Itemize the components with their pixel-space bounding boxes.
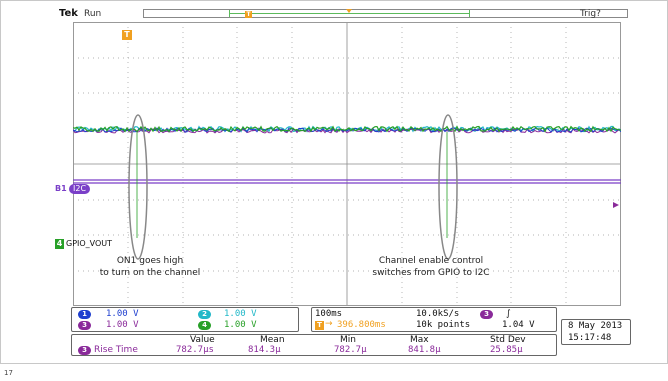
date-display: 8 May 2013 bbox=[568, 321, 623, 331]
datetime-panel: 8 May 2013 15:17:48 bbox=[561, 319, 631, 345]
graticule-axes bbox=[73, 22, 621, 306]
time-display: 15:17:48 bbox=[568, 333, 612, 343]
measurement-panel: Value Mean Min Max Std Dev 3 Rise Time 7… bbox=[71, 334, 557, 356]
trigger-level[interactable]: 1.04 V bbox=[502, 320, 535, 330]
record-length[interactable]: 10k points bbox=[416, 320, 471, 330]
graticule-border bbox=[73, 22, 621, 306]
bus-id-label: B1 bbox=[55, 184, 67, 193]
annotation-right-line1: Channel enable control bbox=[378, 256, 484, 266]
page-border-left bbox=[0, 0, 1, 364]
trigger-level-marker[interactable] bbox=[613, 202, 619, 208]
ch4-waveform bbox=[73, 125, 621, 133]
trigger-source-badge[interactable]: 3 bbox=[480, 310, 493, 319]
annotation-left: ON1 goes high to turn on the channel bbox=[80, 255, 220, 279]
page-border-top bbox=[0, 0, 668, 1]
timebase-panel: 100ms 10.0kS/s 3 ∫ T → 396.800ms 10k poi… bbox=[311, 307, 557, 332]
meas-min: 782.7µ bbox=[334, 345, 367, 355]
meas-value: 782.7µs bbox=[176, 345, 214, 355]
record-trigger-marker: T bbox=[245, 11, 252, 18]
meas-header-value: Value bbox=[190, 335, 215, 345]
waveform-display[interactable] bbox=[73, 22, 621, 306]
annotation-left-line1: ON1 goes high bbox=[116, 256, 184, 266]
meas-stddev: 25.85µ bbox=[490, 345, 523, 355]
horizontal-position[interactable]: 396.800ms bbox=[337, 320, 386, 330]
meas-header-min: Min bbox=[340, 335, 356, 345]
trigger-position-marker-label: T bbox=[124, 30, 130, 39]
ch4-marker-badge: 4 bbox=[55, 239, 64, 249]
ch2-badge[interactable]: 2 bbox=[198, 310, 211, 319]
ch4-signal-name: GPIO_VOUT bbox=[66, 239, 113, 248]
status-bar: Tek Run Trig? bbox=[55, 8, 631, 19]
meas-source-badge[interactable]: 3 bbox=[78, 346, 91, 355]
ch1-badge[interactable]: 1 bbox=[78, 310, 91, 319]
ch1-scale[interactable]: 1.00 V bbox=[106, 309, 139, 319]
annotation-right: Channel enable control switches from GPI… bbox=[356, 255, 506, 279]
trigger-status: Trig? bbox=[580, 9, 601, 19]
record-view-box bbox=[143, 9, 628, 18]
bus-protocol-label: I2C bbox=[69, 184, 91, 194]
highlight-ellipse-left bbox=[128, 114, 148, 260]
annotation-right-line2: switches from GPIO to I2C bbox=[372, 268, 490, 278]
record-bar bbox=[229, 13, 469, 14]
record-center-marker bbox=[346, 9, 352, 13]
horizontal-scale[interactable]: 100ms bbox=[315, 309, 343, 319]
page-number: 17 bbox=[4, 369, 13, 377]
record-trigger-marker-label: T bbox=[246, 11, 251, 18]
meas-header-mean: Mean bbox=[260, 335, 285, 345]
acquisition-state[interactable]: Run bbox=[84, 9, 102, 19]
channel-scale-panel: 1 1.00 V 2 1.00 V 3 1.00 V 4 1.00 V bbox=[71, 307, 299, 332]
annotation-left-line2: to turn on the channel bbox=[99, 268, 201, 278]
meas-max: 841.8µ bbox=[408, 345, 441, 355]
meas-name[interactable]: Rise Time bbox=[94, 345, 138, 355]
page-border-bottom bbox=[0, 363, 668, 364]
sample-rate[interactable]: 10.0kS/s bbox=[416, 309, 460, 319]
meas-mean: 814.3µ bbox=[248, 345, 281, 355]
ch2-scale[interactable]: 1.00 V bbox=[224, 309, 257, 319]
trigger-position-marker[interactable]: T bbox=[122, 30, 132, 40]
ch4-scale[interactable]: 1.00 V bbox=[224, 320, 257, 330]
meas-header-max: Max bbox=[410, 335, 429, 345]
delay-icon: T bbox=[315, 321, 324, 330]
record-bar-right bbox=[469, 10, 470, 17]
delay-arrow-icon: → bbox=[325, 319, 333, 329]
highlight-ellipse-right bbox=[438, 114, 458, 260]
ch4-badge[interactable]: 4 bbox=[198, 321, 211, 330]
ch3-badge[interactable]: 3 bbox=[78, 321, 91, 330]
meas-header-stddev: Std Dev bbox=[490, 335, 526, 345]
ch3-scale[interactable]: 1.00 V bbox=[106, 320, 139, 330]
oscilloscope-screenshot: Tek Run Trig? T bbox=[55, 8, 631, 356]
rising-edge-icon: ∫ bbox=[506, 309, 511, 319]
brand-logo: Tek bbox=[59, 8, 78, 19]
